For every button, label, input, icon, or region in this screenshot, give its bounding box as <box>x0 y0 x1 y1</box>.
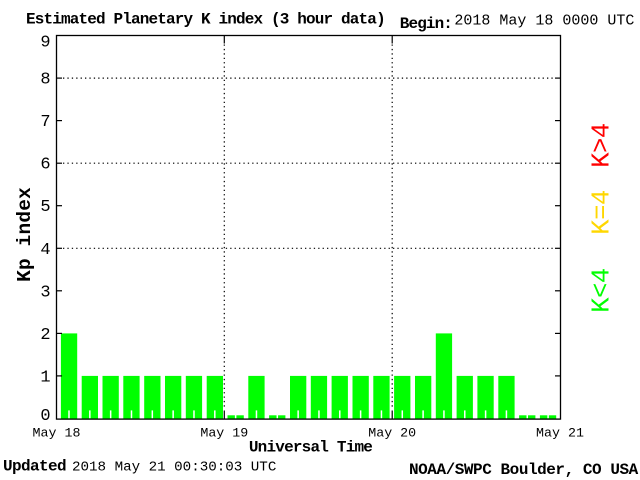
svg-text:K>4: K>4 <box>587 123 616 168</box>
svg-text:6: 6 <box>40 156 50 175</box>
svg-text:1: 1 <box>40 368 50 387</box>
svg-text:Estimated Planetary K index (3: Estimated Planetary K index (3 hour data… <box>26 10 385 28</box>
svg-text:K<4: K<4 <box>587 268 616 313</box>
svg-text:3: 3 <box>40 283 50 302</box>
svg-text:May 18: May 18 <box>33 425 81 440</box>
svg-text:Kp index: Kp index <box>14 187 36 282</box>
svg-text:NOAA/SWPC Boulder, CO USA: NOAA/SWPC Boulder, CO USA <box>409 461 639 479</box>
svg-text:9: 9 <box>40 34 50 53</box>
svg-text:May 21: May 21 <box>536 425 584 440</box>
svg-text:K=4: K=4 <box>587 190 616 235</box>
svg-text:0: 0 <box>40 407 50 426</box>
svg-text:2: 2 <box>40 326 50 345</box>
svg-text:May 20: May 20 <box>368 425 416 440</box>
svg-text:2018 May 18 0000 UTC: 2018 May 18 0000 UTC <box>454 13 634 30</box>
svg-text:4: 4 <box>40 241 50 260</box>
svg-text:5: 5 <box>40 198 50 217</box>
svg-text:Universal Time: Universal Time <box>249 439 372 457</box>
svg-text:8: 8 <box>40 71 50 90</box>
svg-text:May 19: May 19 <box>200 425 248 440</box>
svg-text:2018 May 21 00:30:03 UTC: 2018 May 21 00:30:03 UTC <box>72 459 276 475</box>
svg-text:Begin:: Begin: <box>400 15 452 33</box>
svg-text:7: 7 <box>40 113 50 132</box>
svg-text:Updated: Updated <box>3 458 66 476</box>
